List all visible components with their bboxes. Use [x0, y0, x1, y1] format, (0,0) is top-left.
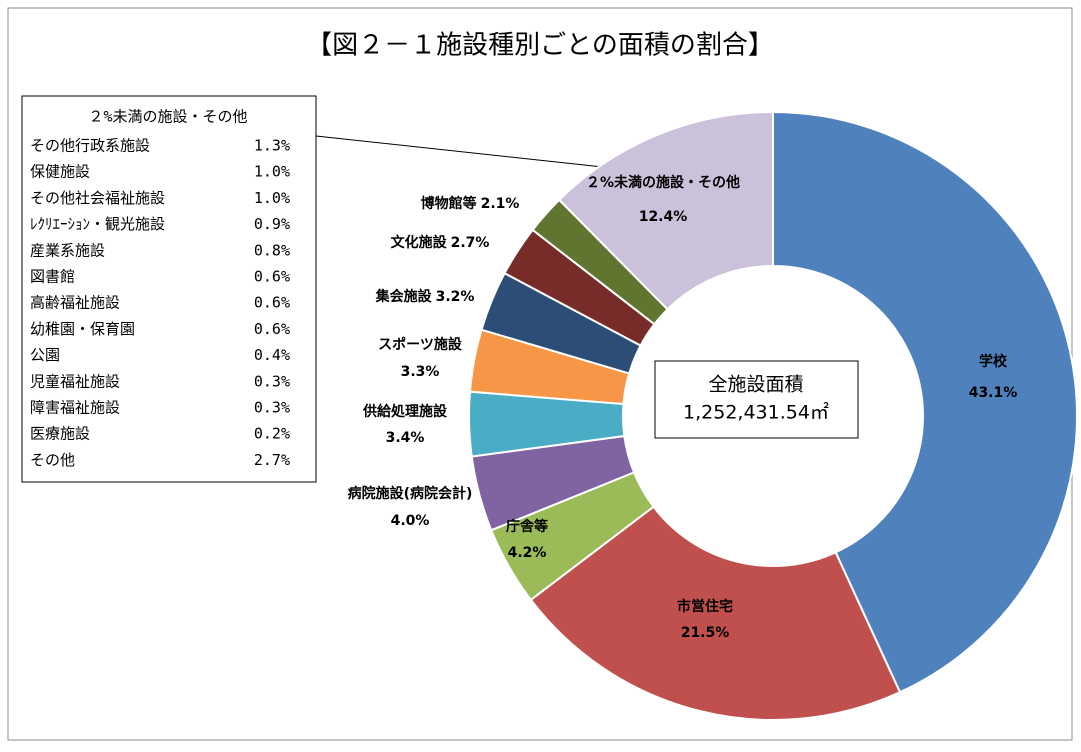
value-label: 3.2% — [436, 289, 475, 305]
breakdown-name: ﾚｸﾘｴｰｼｮﾝ・観光施設 — [30, 215, 165, 233]
breakdown-name: 幼稚園・保育園 — [30, 320, 135, 338]
breakdown-title: ２%未満の施設・その他 — [88, 108, 247, 126]
category-label: 集会施設 — [375, 288, 433, 305]
breakdown-name: その他行政系施設 — [30, 137, 150, 155]
value-label: 3.4% — [386, 430, 425, 446]
breakdown-value: 0.6% — [254, 320, 290, 338]
breakdown-name: 障害福祉施設 — [30, 399, 120, 417]
breakdown-value: 0.6% — [254, 268, 290, 286]
category-label: 供給処理施設 — [362, 403, 448, 420]
value-label: 21.5% — [681, 625, 730, 641]
value-label: 2.7% — [451, 235, 490, 251]
breakdown-box — [21, 95, 317, 483]
breakdown-value: 1.0% — [254, 163, 290, 181]
breakdown-value: 0.3% — [254, 399, 290, 417]
breakdown-name: 公園 — [30, 346, 60, 364]
category-label: 学校 — [979, 353, 1008, 370]
value-label: 4.2% — [508, 545, 547, 561]
breakdown-value: 0.6% — [254, 294, 290, 312]
donut-segment — [557, 110, 774, 311]
breakdown-value: 1.3% — [254, 137, 290, 155]
data-label: 集会施設 3.2% — [375, 288, 475, 305]
category-label: スポーツ施設 — [378, 336, 463, 353]
breakdown-value: 1.0% — [254, 189, 290, 207]
data-label: 文化施設 2.7% — [391, 234, 490, 251]
breakdown-value: 0.9% — [254, 215, 290, 233]
breakdown-name: 保健施設 — [30, 163, 90, 181]
data-label: 博物館等 2.1% — [421, 195, 520, 212]
chart-title: 【図２－１施設種別ごとの面積の割合】 — [306, 31, 774, 61]
category-label: ２%未満の施設・その他 — [586, 174, 740, 191]
breakdown-name: 産業系施設 — [30, 241, 105, 259]
center-title: 全施設面積 — [708, 374, 803, 396]
donut-segment — [772, 110, 1078, 694]
leader-line — [315, 135, 613, 169]
breakdown-value: 0.2% — [254, 425, 290, 443]
breakdown-name: 医療施設 — [30, 425, 90, 443]
center-box — [654, 360, 859, 439]
donut — [468, 110, 1078, 721]
breakdown-name: その他社会福祉施設 — [30, 189, 165, 207]
category-label: 市営住宅 — [677, 598, 733, 615]
value-label: 43.1% — [969, 385, 1018, 401]
breakdown-value: 0.8% — [254, 241, 290, 259]
breakdown-name: 児童福祉施設 — [30, 372, 120, 390]
value-label: 4.0% — [391, 513, 430, 529]
category-label: 病院施設(病院会計) — [348, 485, 473, 502]
value-label: 3.3% — [401, 364, 440, 380]
category-label: 文化施設 — [391, 234, 448, 251]
breakdown-name: その他 — [30, 451, 75, 469]
category-label: 庁舎等 — [506, 518, 548, 535]
breakdown-name: 図書館 — [30, 268, 75, 286]
category-label: 博物館等 — [421, 195, 477, 212]
value-label: 2.1% — [481, 196, 520, 212]
breakdown-value: 0.3% — [254, 372, 290, 390]
center-value: 1,252,431.54㎡ — [683, 401, 829, 424]
breakdown-value: 2.7% — [254, 451, 290, 469]
value-label: 12.4% — [639, 209, 688, 225]
donut-segment — [529, 505, 902, 721]
breakdown-name: 高齢福祉施設 — [30, 294, 120, 312]
breakdown-value: 0.4% — [254, 346, 290, 364]
